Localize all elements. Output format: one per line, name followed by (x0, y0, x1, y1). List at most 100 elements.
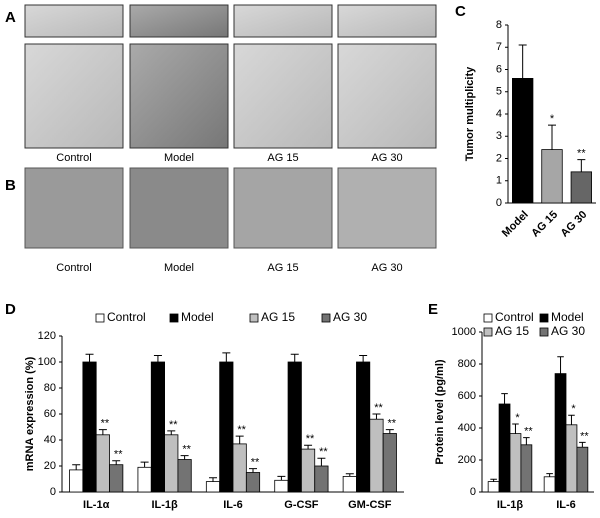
legend-swatch (249, 313, 259, 323)
bar (565, 424, 578, 493)
bar (164, 434, 179, 493)
photos-b (24, 167, 437, 249)
bar (512, 78, 534, 204)
x-tick-label: IL-6 (223, 499, 243, 511)
bar (543, 476, 556, 493)
bar (382, 433, 397, 493)
legend-swatch (95, 313, 105, 323)
y-tick-label: 800 (458, 358, 476, 370)
panel-label: E (428, 301, 438, 318)
bar (520, 444, 533, 493)
y-tick-label: 5 (496, 86, 502, 98)
error-bar (112, 460, 121, 465)
y-tick-label: 0 (496, 197, 502, 209)
bar (177, 459, 192, 493)
legend-swatch (483, 327, 493, 337)
y-tick-label: 0 (50, 486, 56, 498)
error-bar (317, 457, 326, 466)
y-tick-label: 1000 (452, 326, 476, 338)
bar (541, 149, 563, 204)
error-bar (290, 353, 299, 362)
x-tick-label: Model (500, 209, 531, 240)
legend-label: AG 15 (495, 324, 529, 338)
y-tick-label: 80 (44, 382, 56, 394)
error-bar (546, 473, 553, 477)
significance: ** (101, 418, 110, 430)
bar (274, 479, 289, 493)
error-bar (490, 478, 497, 482)
y-axis-label: Tumor multiplicity (464, 66, 476, 161)
image-label: AG 15 (267, 152, 298, 164)
y-tick-label: 2 (496, 152, 502, 164)
y-tick-label: 400 (458, 422, 476, 434)
legend-swatch (483, 313, 493, 323)
photos-a (24, 4, 437, 149)
legend-swatch (321, 313, 331, 323)
bar (109, 464, 124, 493)
bar (245, 472, 261, 493)
significance: * (550, 113, 555, 125)
bar (487, 481, 500, 493)
bar (356, 361, 371, 493)
significance: ** (251, 457, 260, 469)
image-label: Model (164, 152, 194, 164)
error-bar (249, 468, 258, 473)
y-tick-label: 8 (496, 19, 502, 31)
significance: * (571, 403, 576, 415)
y-tick-label: 600 (458, 390, 476, 402)
bar (205, 481, 221, 493)
y-tick-label: 1 (496, 175, 502, 187)
error-bar (72, 464, 81, 470)
y-axis-label: mRNA expression (%) (24, 356, 36, 471)
x-tick-label: G-CSF (284, 499, 319, 511)
error-bar (359, 355, 368, 362)
x-tick-label: GM-CSF (348, 499, 392, 511)
image-label: AG 30 (371, 152, 402, 164)
y-tick-label: 40 (44, 434, 56, 446)
bar (82, 361, 97, 493)
bar (576, 446, 589, 493)
image-label: AG 30 (371, 262, 402, 274)
significance: ** (374, 402, 383, 414)
legend-swatch (539, 327, 549, 337)
y-tick-label: 4 (496, 108, 502, 120)
bar (95, 434, 110, 493)
significance: ** (114, 449, 123, 461)
bar (150, 361, 165, 493)
legend-label: AG 30 (551, 324, 585, 338)
legend-label: Control (107, 310, 146, 324)
bar (69, 469, 84, 493)
y-tick-label: 7 (496, 41, 502, 53)
error-bar (512, 423, 519, 434)
significance: ** (319, 446, 328, 458)
bar (554, 373, 567, 493)
image-label: Control (56, 262, 91, 274)
error-bar (208, 477, 217, 482)
x-tick-label: AG 30 (559, 209, 590, 240)
significance: ** (237, 424, 246, 436)
legend-label: Model (551, 310, 584, 324)
y-tick-label: 200 (458, 454, 476, 466)
bar (314, 465, 329, 493)
significance: ** (182, 444, 191, 456)
image-label: AG 15 (267, 262, 298, 274)
error-bar (167, 430, 176, 435)
panel-label: D (5, 301, 16, 318)
bar (300, 448, 316, 493)
legend-label: AG 30 (333, 310, 367, 324)
bar (369, 418, 384, 493)
significance: ** (306, 433, 315, 445)
legend-label: AG 15 (261, 310, 295, 324)
significance: * (515, 412, 520, 424)
error-bar (557, 356, 564, 374)
y-tick-label: 6 (496, 63, 502, 75)
error-bar (153, 355, 162, 362)
x-tick-label: IL-1β (151, 499, 178, 511)
error-bar (345, 473, 354, 477)
error-bar (98, 429, 107, 435)
error-bar (548, 124, 556, 150)
bar (232, 443, 247, 493)
error-bar (180, 455, 189, 460)
error-bar (385, 429, 394, 434)
